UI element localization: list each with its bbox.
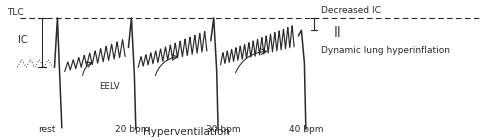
Text: 30 bpm: 30 bpm xyxy=(206,125,240,135)
Text: 40 bpm: 40 bpm xyxy=(289,125,324,135)
Text: TLC: TLC xyxy=(8,8,24,17)
Text: ||: || xyxy=(334,26,341,37)
Text: Decreased IC: Decreased IC xyxy=(321,5,381,15)
Text: EELV: EELV xyxy=(99,82,119,91)
Text: Hyperventilation: Hyperventilation xyxy=(143,127,230,137)
Text: 20 bpm: 20 bpm xyxy=(115,125,150,135)
Text: rest: rest xyxy=(38,125,56,135)
Text: Dynamic lung hyperinflation: Dynamic lung hyperinflation xyxy=(321,46,450,55)
Text: IC: IC xyxy=(18,35,28,45)
